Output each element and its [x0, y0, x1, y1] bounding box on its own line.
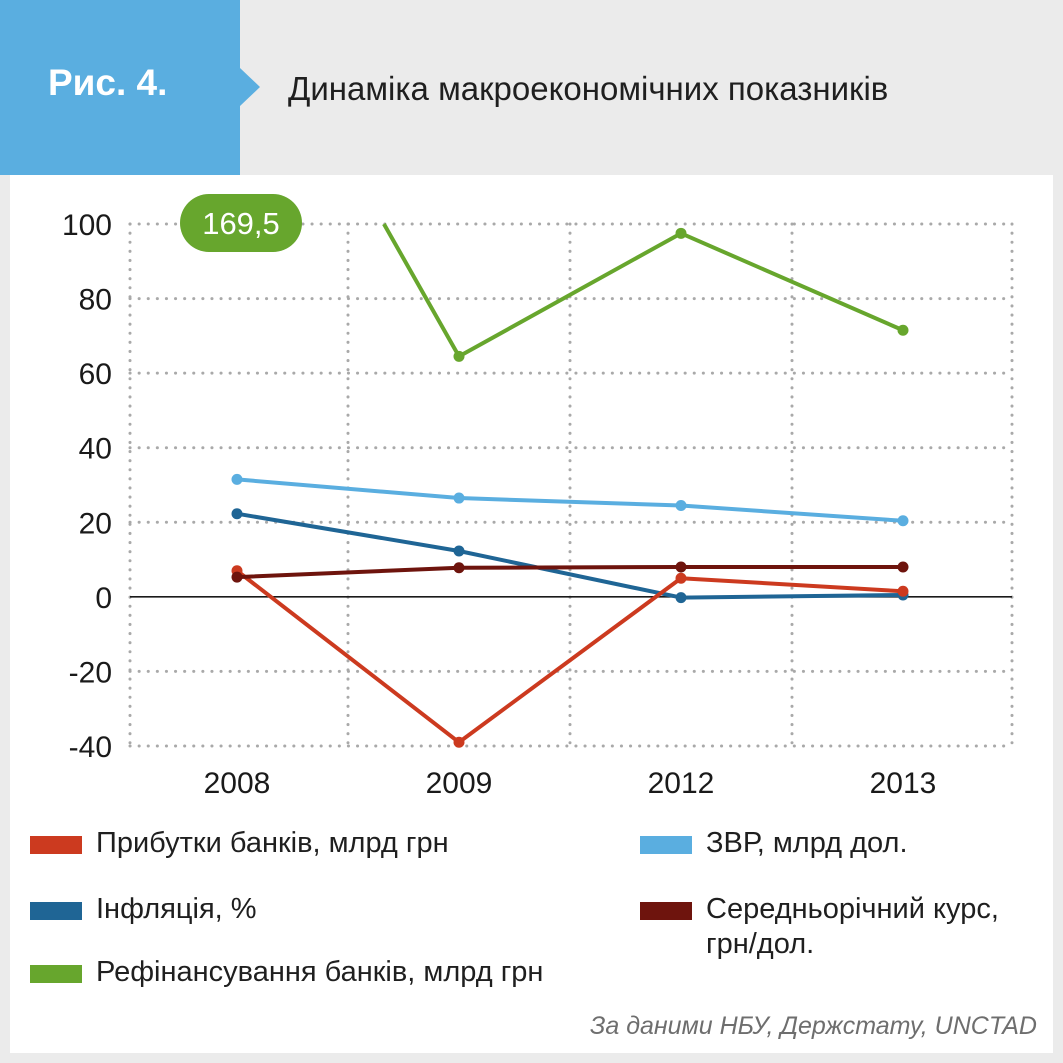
legend-label-exchange-rate-line2: грн/дол.: [706, 928, 815, 960]
series-point: [897, 561, 909, 573]
series-line: [236, 477, 904, 523]
x-tick-label: 2012: [648, 767, 715, 800]
series-line: [235, 569, 904, 745]
x-tick-label: 2013: [870, 767, 937, 800]
series-point: [453, 492, 465, 504]
series-4: [231, 561, 909, 583]
series-point: [231, 508, 243, 520]
legend-label-refinancing: Рефінансування банків, млрд грн: [96, 956, 544, 988]
series-point: [453, 736, 465, 748]
series-3: [231, 473, 909, 527]
series-point: [231, 473, 243, 485]
y-tick-label: 60: [79, 358, 112, 391]
chart-labels: 169,5: [180, 194, 302, 252]
y-tick-label: 0: [95, 582, 112, 615]
series-point: [675, 592, 687, 604]
clip-value-badge: [180, 194, 302, 252]
legend-item-reserves: ЗВР, млрд дол.: [640, 826, 908, 861]
series-point: [675, 227, 687, 239]
y-tick-label: 40: [79, 433, 112, 466]
legend-label-exchange-rate-line1: Середньорічний курс,: [706, 893, 999, 925]
legend-swatch-bank-profits: [30, 836, 82, 854]
source-note: За даними НБУ, Держстату, UNCTAD: [590, 1012, 1037, 1040]
series-point: [897, 515, 909, 527]
series-point: [675, 500, 687, 512]
series-point: [897, 324, 909, 336]
legend-swatch-refinancing: [30, 965, 82, 983]
legend-label-exchange-rate: Середньорічний курс, грн/дол.: [706, 892, 999, 962]
legend-swatch-inflation: [30, 902, 82, 920]
series-line: [236, 565, 903, 580]
series-2: [382, 223, 909, 362]
y-tick-label: -40: [69, 731, 112, 764]
legend-item-inflation: Інфляція, %: [30, 892, 257, 927]
legend-label-bank-profits: Прибутки банків, млрд грн: [96, 827, 449, 859]
chart-axes: 100 80 60 40 20 0 -20 -40 2008 2009 2012 2013: [62, 209, 1012, 800]
series-0: [231, 565, 909, 748]
y-tick-label: 20: [79, 507, 112, 540]
y-tick-label: 100: [62, 209, 112, 242]
chart-series: [231, 223, 909, 748]
figure-label: Рис. 4.: [48, 62, 168, 103]
y-tick-label: -20: [69, 656, 112, 689]
legend-swatch-exchange-rate: [640, 902, 692, 920]
legend-label-inflation: Інфляція, %: [96, 893, 257, 925]
series-point: [453, 350, 465, 362]
series-point: [675, 561, 687, 573]
figure-label-tab: [0, 0, 260, 175]
legend-item-bank-profits: Прибутки банків, млрд грн: [30, 826, 449, 861]
figure-header: Рис. 4. Динаміка макроекономічних показн…: [0, 0, 1063, 175]
series-point: [231, 571, 243, 583]
x-tick-label: 2008: [204, 767, 271, 800]
series-line: [382, 223, 904, 359]
figure-label-tab-shape: [0, 0, 260, 175]
legend-item-refinancing: Рефінансування банків, млрд грн: [30, 955, 543, 990]
series-point: [453, 562, 465, 574]
series-point: [897, 585, 909, 597]
series-point: [675, 572, 687, 584]
y-tick-label: 80: [79, 284, 112, 317]
x-tick-label: 2009: [426, 767, 493, 800]
legend-swatch-reserves: [640, 836, 692, 854]
clip-value-label: 169,5: [202, 206, 280, 241]
legend-label-reserves: ЗВР, млрд дол.: [706, 827, 908, 859]
figure-title: Динаміка макроекономічних показників: [288, 70, 889, 107]
chart-grid: [128, 222, 1014, 748]
series-point: [453, 545, 465, 557]
series-line: [236, 511, 904, 600]
legend-item-exchange-rate: Середньорічний курс, грн/дол.: [640, 892, 999, 962]
